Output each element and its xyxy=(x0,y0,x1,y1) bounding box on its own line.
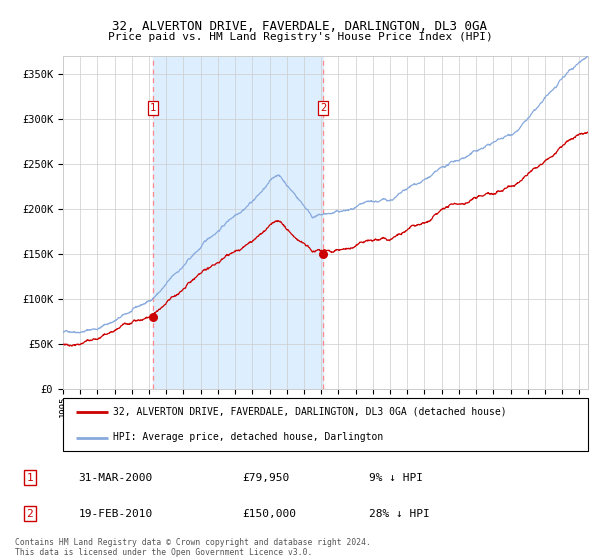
Text: 28% ↓ HPI: 28% ↓ HPI xyxy=(369,509,430,519)
Text: 1: 1 xyxy=(26,473,33,483)
Point xyxy=(149,312,158,321)
Text: £150,000: £150,000 xyxy=(242,509,296,519)
Text: 19-FEB-2010: 19-FEB-2010 xyxy=(78,509,152,519)
Text: 32, ALVERTON DRIVE, FAVERDALE, DARLINGTON, DL3 0GA (detached house): 32, ALVERTON DRIVE, FAVERDALE, DARLINGTO… xyxy=(113,407,506,417)
Text: 31-MAR-2000: 31-MAR-2000 xyxy=(78,473,152,483)
Text: Contains HM Land Registry data © Crown copyright and database right 2024.
This d: Contains HM Land Registry data © Crown c… xyxy=(15,538,371,557)
Text: 32, ALVERTON DRIVE, FAVERDALE, DARLINGTON, DL3 0GA: 32, ALVERTON DRIVE, FAVERDALE, DARLINGTO… xyxy=(113,20,487,32)
Text: 9% ↓ HPI: 9% ↓ HPI xyxy=(369,473,423,483)
Text: 1: 1 xyxy=(150,102,157,113)
Text: 2: 2 xyxy=(26,509,33,519)
Bar xyxy=(154,56,323,389)
Text: Price paid vs. HM Land Registry's House Price Index (HPI): Price paid vs. HM Land Registry's House … xyxy=(107,32,493,42)
Point xyxy=(319,250,328,259)
FancyBboxPatch shape xyxy=(63,398,588,451)
Text: £79,950: £79,950 xyxy=(242,473,290,483)
Text: 2: 2 xyxy=(320,102,326,113)
Text: HPI: Average price, detached house, Darlington: HPI: Average price, detached house, Darl… xyxy=(113,432,383,442)
